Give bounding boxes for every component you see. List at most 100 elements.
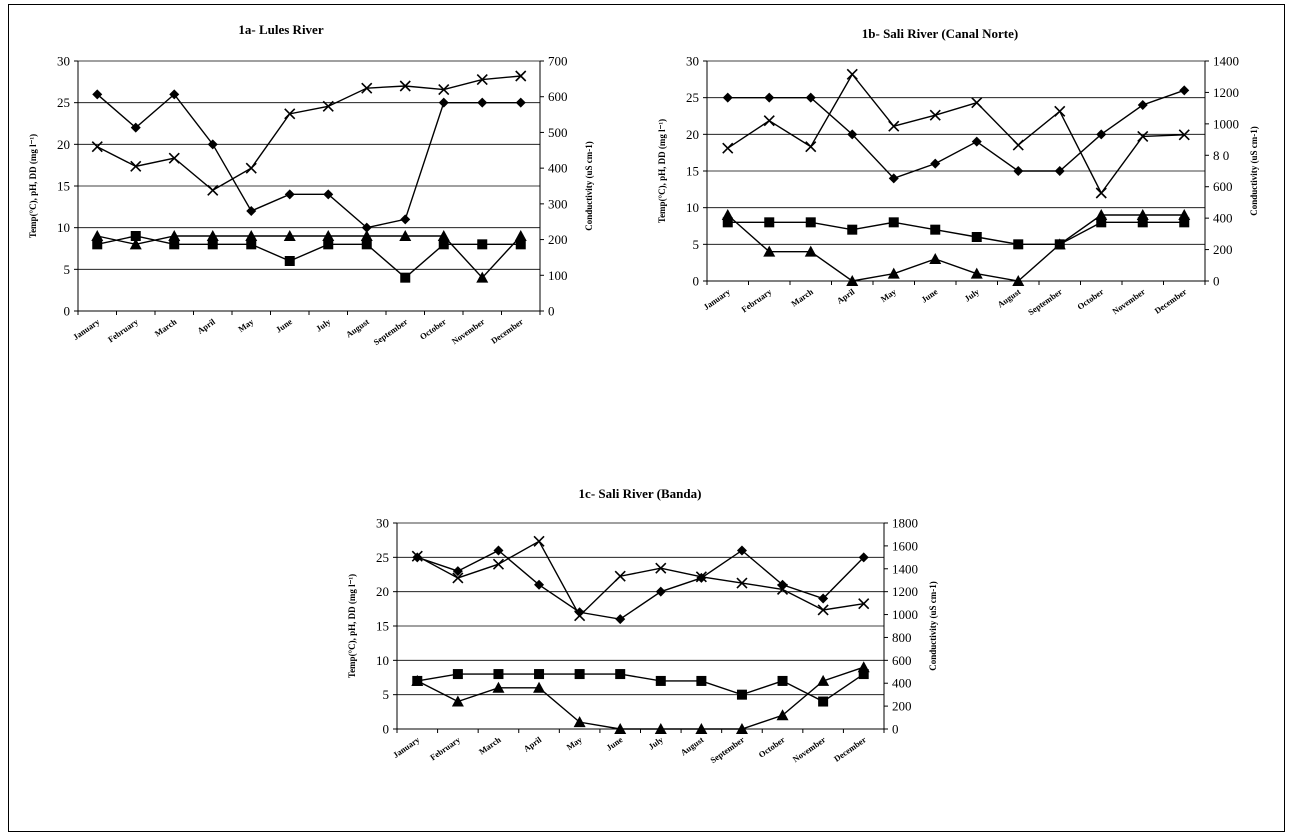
y-right-tick-label: 8 0 bbox=[1213, 148, 1229, 163]
y-right-axis-label: Conductivity (uS cm-1) bbox=[584, 141, 594, 231]
data-point-diamond bbox=[736, 545, 747, 556]
x-tick-label: February bbox=[739, 286, 774, 314]
y-left-tick-label: 5 bbox=[383, 687, 390, 702]
x-tick-label: April bbox=[195, 316, 217, 336]
data-point-x bbox=[763, 115, 775, 127]
series-line-diamond bbox=[96, 93, 521, 229]
data-point-diamond bbox=[493, 545, 504, 556]
y-right-tick-label: 200 bbox=[548, 232, 568, 247]
data-point-triangle bbox=[322, 230, 335, 241]
data-point-triangle bbox=[857, 661, 870, 673]
data-point-x bbox=[130, 160, 142, 172]
x-tick-label: October bbox=[1075, 286, 1105, 311]
x-tick-label: June bbox=[919, 286, 939, 304]
x-tick-label: May bbox=[236, 316, 256, 334]
data-point-square bbox=[736, 689, 747, 700]
data-point-x bbox=[805, 141, 817, 153]
y-left-tick-label: 30 bbox=[686, 54, 699, 69]
data-point-x bbox=[574, 610, 586, 622]
chart-1c: 1c- Sali River (Banda) 0 5 10 15 20 25 30 0 200 40… bbox=[347, 486, 938, 765]
y-left-axis-label: Temp(°C), pH, DD (mg l⁻¹) bbox=[347, 574, 357, 678]
y-right-tick-label: 300 bbox=[548, 196, 568, 211]
y-left-tick-label: 25 bbox=[686, 90, 699, 105]
y-right-tick-label: 400 bbox=[1213, 211, 1233, 226]
data-point-x bbox=[1054, 105, 1066, 117]
y-right-tick-label: 200 bbox=[1213, 242, 1233, 257]
y-left-tick-label: 10 bbox=[376, 653, 389, 668]
data-point-x bbox=[476, 74, 488, 86]
data-point-triangle bbox=[614, 723, 627, 734]
data-point-diamond bbox=[323, 189, 334, 200]
data-point-diamond bbox=[412, 552, 423, 563]
x-tick-label: February bbox=[428, 734, 463, 762]
data-point-triangle bbox=[804, 245, 817, 257]
data-point-diamond bbox=[615, 614, 626, 625]
x-tick-label: September bbox=[1026, 286, 1064, 317]
data-point-triangle bbox=[887, 267, 900, 279]
data-point-square bbox=[92, 239, 103, 250]
x-tick-label: November bbox=[1110, 286, 1147, 316]
data-point-square bbox=[1096, 217, 1107, 228]
data-point-square bbox=[493, 669, 504, 680]
y-left-tick-label: 15 bbox=[376, 619, 389, 634]
y-left-tick-label: 20 bbox=[376, 584, 389, 599]
data-point-x bbox=[614, 570, 626, 582]
y-right-tick-label: 0 bbox=[1213, 274, 1220, 289]
data-point-diamond bbox=[207, 139, 218, 150]
data-point-diamond bbox=[930, 158, 941, 169]
data-point-diamond bbox=[400, 214, 411, 225]
data-point-triangle bbox=[735, 723, 748, 734]
data-point-diamond bbox=[1054, 166, 1065, 176]
y-right-tick-label: 0 bbox=[548, 304, 555, 319]
data-point-x bbox=[91, 141, 103, 153]
data-point-square bbox=[361, 239, 372, 250]
data-point-triangle bbox=[206, 230, 219, 241]
x-tick-label: October bbox=[418, 316, 448, 341]
data-point-square bbox=[1179, 217, 1190, 228]
x-tick-label: February bbox=[106, 316, 141, 344]
data-point-square bbox=[246, 239, 257, 250]
y-right-tick-label: 200 bbox=[892, 699, 912, 714]
x-tick-label: June bbox=[604, 734, 624, 752]
data-point-x bbox=[168, 152, 180, 164]
y-right-tick-label: 500 bbox=[548, 125, 568, 140]
data-point-triangle bbox=[91, 230, 104, 241]
data-point-x bbox=[284, 108, 296, 120]
x-tick-label: May bbox=[564, 734, 584, 752]
data-point-diamond bbox=[130, 122, 141, 133]
series-line-square bbox=[727, 221, 1185, 246]
data-point-triangle bbox=[846, 275, 859, 286]
y-right-tick-label: 1000 bbox=[892, 607, 918, 622]
y-left-tick-label: 20 bbox=[57, 137, 70, 152]
data-point-triangle bbox=[1053, 238, 1066, 250]
data-point-x bbox=[411, 550, 423, 562]
data-point-diamond bbox=[246, 206, 257, 216]
data-point-triangle bbox=[1178, 209, 1191, 220]
data-point-diamond bbox=[515, 97, 526, 108]
y-right-tick-label: 1400 bbox=[1213, 54, 1239, 69]
x-tick-label: November bbox=[791, 734, 828, 764]
x-tick-label: March bbox=[153, 316, 179, 338]
x-tick-label: June bbox=[274, 316, 294, 334]
chart-title: 1b- Sali River (Canal Norte) bbox=[862, 26, 1018, 41]
data-point-square bbox=[534, 669, 545, 680]
data-point-square bbox=[818, 696, 829, 707]
y-left-tick-label: 15 bbox=[686, 164, 699, 179]
data-point-diamond bbox=[888, 173, 899, 184]
series-line-x bbox=[96, 75, 521, 192]
x-tick-label: May bbox=[879, 286, 899, 304]
data-point-diamond bbox=[696, 572, 707, 583]
data-point-square bbox=[574, 669, 585, 680]
data-point-square bbox=[515, 239, 526, 250]
data-point-x bbox=[722, 142, 734, 154]
x-tick-label: December bbox=[489, 316, 525, 345]
data-point-x bbox=[515, 70, 527, 82]
data-point-triangle bbox=[129, 238, 142, 250]
data-point-triangle bbox=[476, 271, 489, 283]
chart-title: 1a- Lules River bbox=[238, 22, 323, 37]
series-line-square bbox=[97, 235, 521, 279]
y-right-tick-label: 600 bbox=[1213, 179, 1233, 194]
data-point-triangle bbox=[514, 230, 527, 241]
data-point-x bbox=[245, 162, 257, 174]
y-left-tick-label: 20 bbox=[686, 127, 699, 142]
